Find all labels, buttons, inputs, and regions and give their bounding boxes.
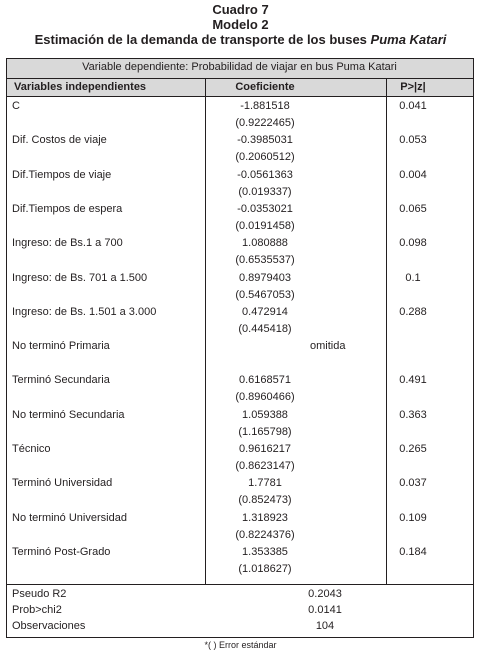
standard-error-value: (1.018627): [238, 563, 292, 575]
standard-error-value: (0.0191458): [235, 220, 295, 232]
variable-name: C: [12, 100, 20, 112]
p-value: 0.053: [399, 134, 427, 146]
table-number: Cuadro 7: [212, 2, 269, 17]
coefficient-value: 1.7781: [248, 477, 282, 489]
p-value: 0.1: [405, 272, 421, 284]
standard-error-value: (0.8623147): [235, 460, 295, 472]
p-value: 0.065: [399, 203, 427, 215]
coefficient-value: 1.318923: [242, 512, 288, 524]
p-value: 0.037: [399, 477, 427, 489]
standard-error-value: (0.6535537): [235, 254, 295, 266]
coefficient-value: 0.472914: [242, 306, 288, 318]
coefficient-value: -0.0561363: [237, 169, 293, 181]
p-value: 0.098: [399, 237, 427, 249]
dependent-variable-band: Variable dependiente: Probabilidad de vi…: [6, 58, 473, 79]
standard-error-value: (0.019337): [238, 186, 292, 198]
pseudo-r2-label: Pseudo R2: [12, 588, 67, 600]
variable-name: Dif.Tiempos de espera: [12, 203, 123, 215]
table-title: Estimación de la demanda de transporte d…: [0, 32, 481, 47]
footer-divider: [6, 584, 473, 585]
standard-error-value: (0.8960466): [235, 391, 295, 403]
standard-error-value: (0.2060512): [235, 151, 295, 163]
standard-error-value: (0.445418): [238, 323, 292, 335]
table-right-border: [473, 58, 474, 638]
p-value: 0.265: [399, 443, 427, 455]
table-left-border: [6, 58, 7, 638]
p-value: 0.041: [399, 100, 427, 112]
omitted-label: omitida: [310, 340, 346, 352]
variable-name: No terminó Secundaria: [12, 409, 125, 421]
p-value: 0.491: [399, 374, 427, 386]
model-label: Modelo 2: [212, 17, 269, 32]
coefficient-value: 1.353385: [242, 546, 288, 558]
variable-name: No terminó Universidad: [12, 512, 127, 524]
table-title-text: Estimación de la demanda de transporte d…: [34, 32, 371, 47]
observations-label: Observaciones: [12, 620, 86, 632]
variable-name: Dif.Tiempos de viaje: [12, 169, 112, 181]
header-pvalue: P>|z|: [400, 81, 426, 93]
table-title-italic: Puma Katari: [370, 32, 447, 47]
column-divider-2: [386, 79, 387, 584]
coefficient-value: -0.0353021: [237, 203, 293, 215]
column-divider-1: [205, 79, 206, 584]
observations-value: 104: [315, 620, 335, 632]
pseudo-r2-value: 0.2043: [308, 588, 342, 600]
variable-name: No terminó Primaria: [12, 340, 110, 352]
variable-name: Técnico: [12, 443, 51, 455]
standard-error-value: (1.165798): [238, 426, 292, 438]
coefficient-value: 1.059388: [242, 409, 288, 421]
standard-error-note: *( ) Error estándar: [204, 640, 277, 650]
variable-name: Ingreso: de Bs.1 a 700: [12, 237, 123, 249]
p-value: 0.109: [399, 512, 427, 524]
coefficient-value: 1.080888: [242, 237, 288, 249]
variable-name: Terminó Universidad: [12, 477, 113, 489]
coefficient-value: 0.6168571: [239, 374, 291, 386]
standard-error-value: (0.9222465): [235, 117, 295, 129]
column-header-band: [6, 79, 473, 97]
standard-error-value: (0.8224376): [235, 529, 295, 541]
p-value: 0.363: [399, 409, 427, 421]
coefficient-value: -0.3985031: [237, 134, 293, 146]
standard-error-value: (0.5467053): [235, 289, 295, 301]
dependent-variable-label: Variable dependiente: Probabilidad de vi…: [82, 61, 397, 73]
p-value: 0.288: [399, 306, 427, 318]
coefficient-value: 0.9616217: [239, 443, 291, 455]
coefficient-value: -1.881518: [240, 100, 290, 112]
variable-name: Terminó Post-Grado: [12, 546, 111, 558]
header-coefficient: Coeficiente: [235, 81, 295, 93]
p-value: 0.184: [399, 546, 427, 558]
variable-name: Terminó Secundaria: [12, 374, 110, 386]
variable-name: Dif. Costos de viaje: [12, 134, 107, 146]
prob-chi2-value: 0.0141: [308, 604, 342, 616]
coefficient-value: 0.8979403: [239, 272, 291, 284]
prob-chi2-label: Prob>chi2: [12, 604, 62, 616]
variable-name: Ingreso: de Bs. 1.501 a 3.000: [12, 306, 157, 318]
p-value: 0.004: [399, 169, 427, 181]
table-bottom-border: [6, 637, 473, 638]
variable-name: Ingreso: de Bs. 701 a 1.500: [12, 272, 148, 284]
header-variables: Variables independientes: [14, 81, 147, 93]
standard-error-value: (0.852473): [238, 494, 292, 506]
